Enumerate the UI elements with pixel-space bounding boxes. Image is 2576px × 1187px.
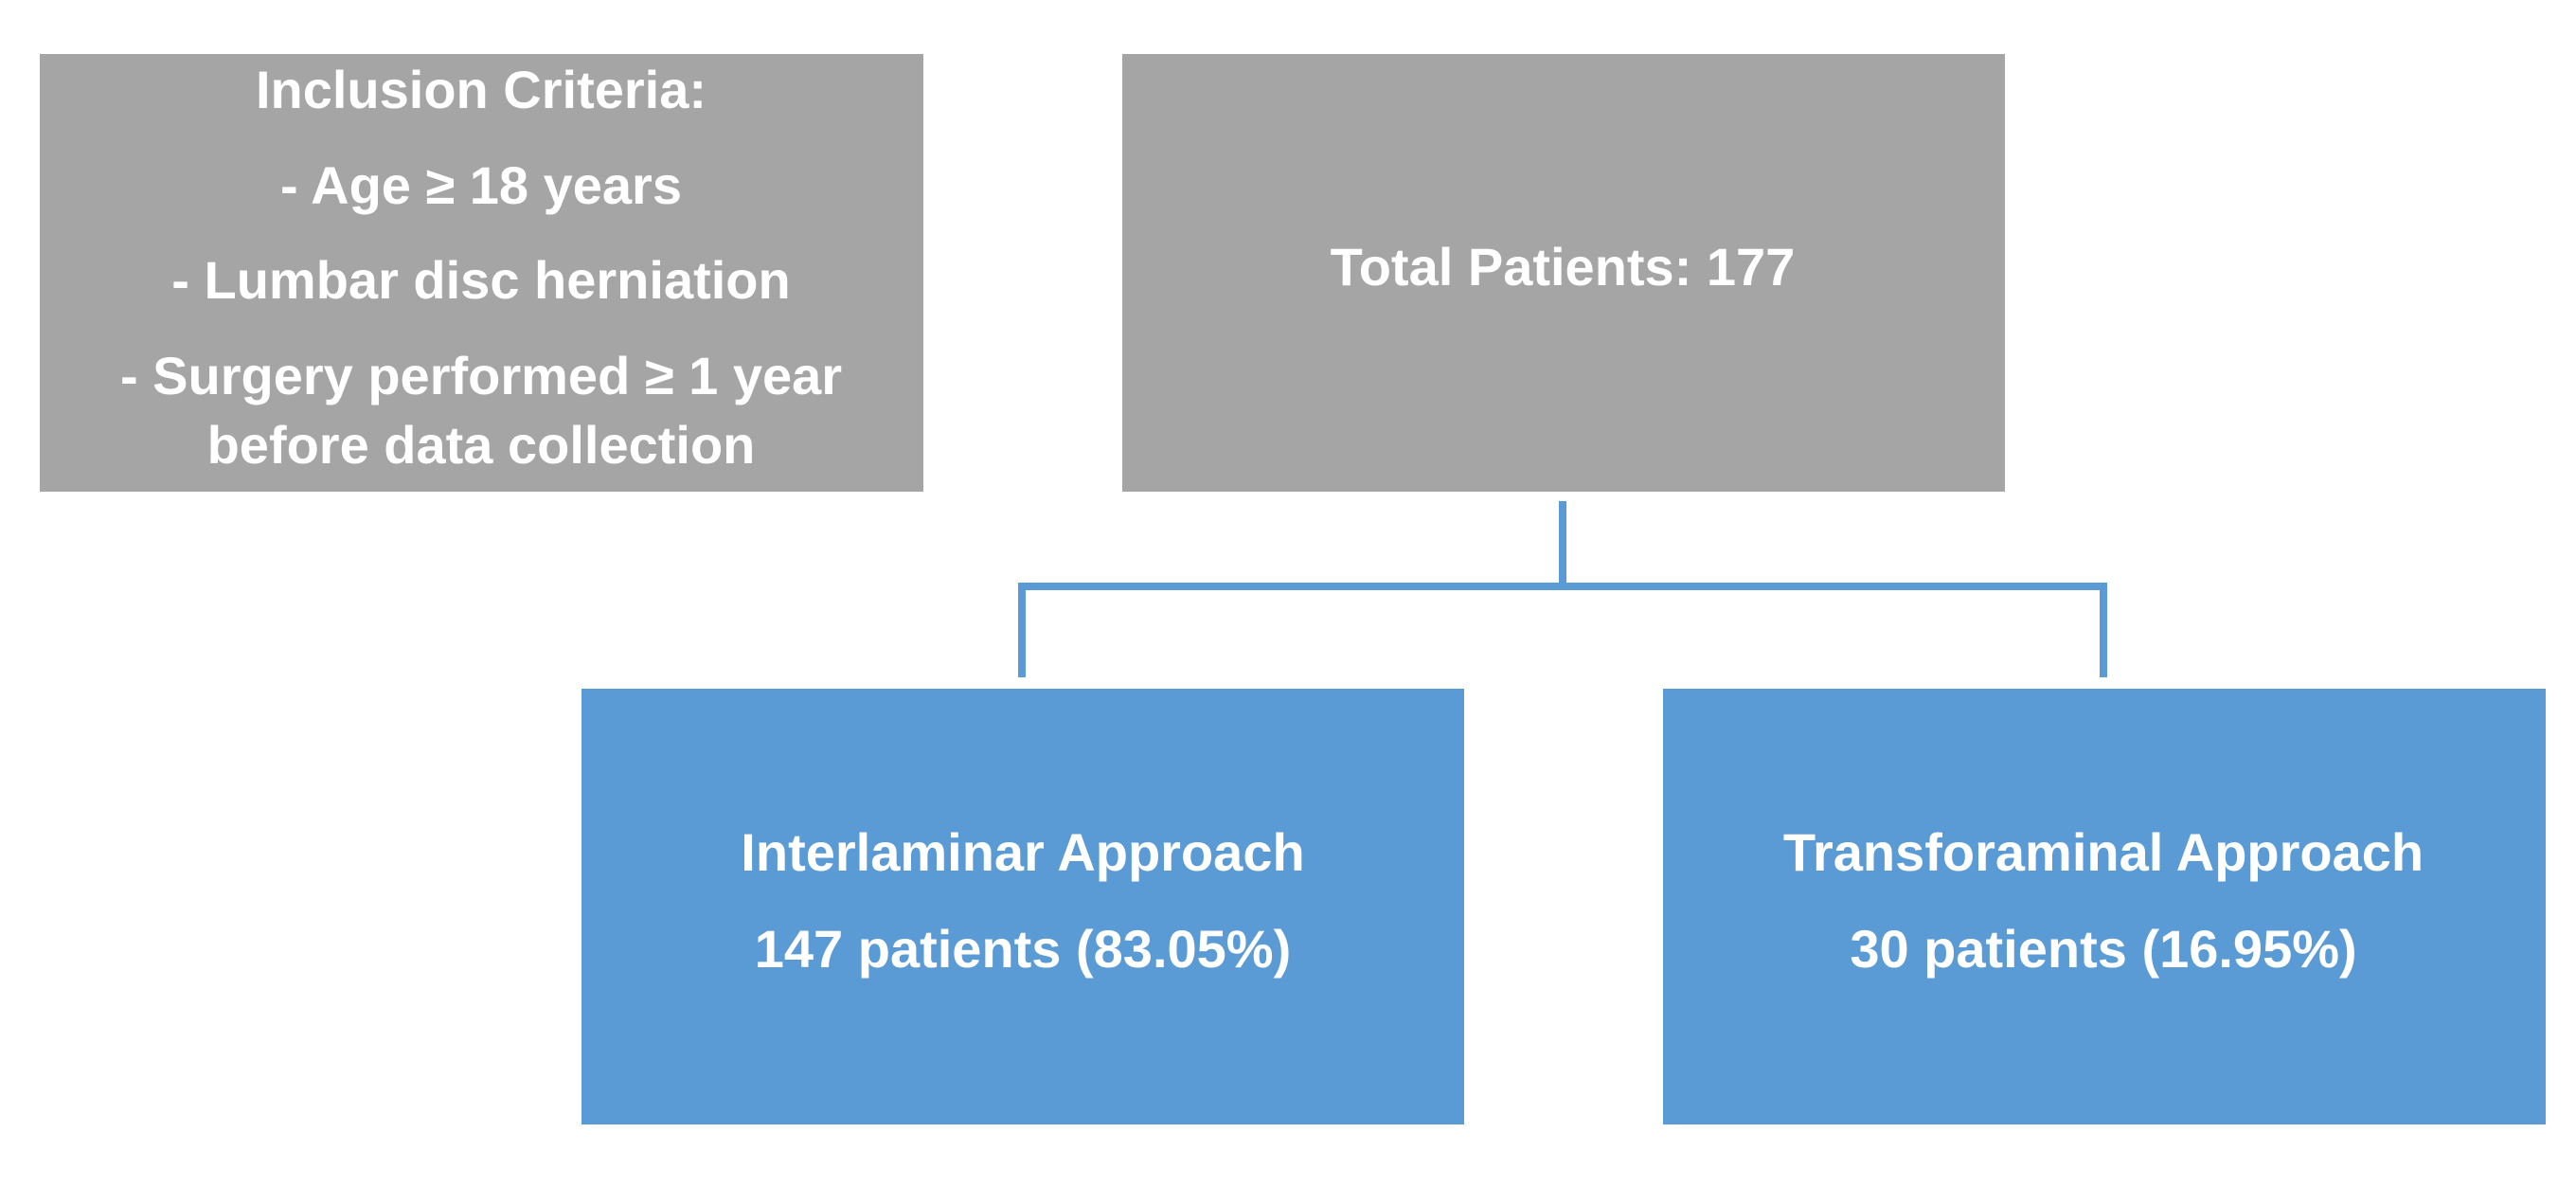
node-line: 147 patients (83.05%)	[755, 919, 1291, 979]
node-title: Transforaminal Approach	[1783, 822, 2424, 882]
node-line: - Surgery performed ≥ 1 year	[120, 346, 842, 405]
connector	[1018, 501, 2107, 677]
node-title: Interlaminar Approach	[741, 822, 1304, 882]
node-line: 30 patients (16.95%)	[1850, 919, 2356, 979]
node-line: - Age ≥ 18 years	[280, 155, 682, 215]
node-line: - Lumbar disc herniation	[171, 250, 790, 310]
interlaminar-box	[581, 689, 1464, 1124]
node-title: Inclusion Criteria:	[256, 60, 707, 119]
transforaminal-box	[1663, 689, 2546, 1124]
node-title: Total Patients: 177	[1331, 237, 1796, 297]
inclusion-box	[40, 54, 923, 492]
total-box	[1122, 54, 2005, 492]
node-line: before data collection	[207, 415, 756, 475]
